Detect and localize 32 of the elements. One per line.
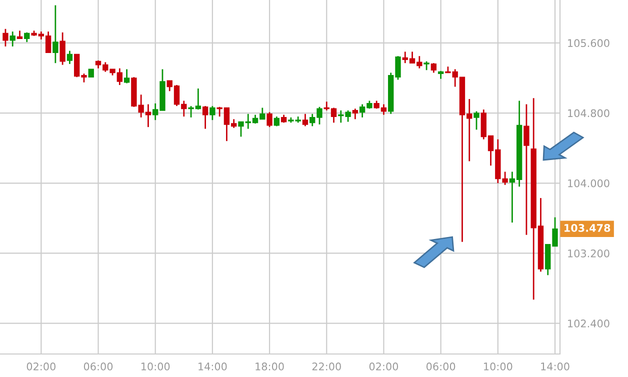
x-tick-label: 22:00 [312, 362, 341, 370]
y-tick-label: 105.600 [568, 39, 610, 48]
x-tick-label: 10:00 [484, 362, 512, 370]
x-tick-label: 18:00 [256, 362, 284, 370]
candlestick [210, 105, 216, 121]
y-tick-label: 102.400 [568, 320, 610, 328]
x-tick-label: 06:00 [84, 362, 113, 370]
y-tick-label: 104.800 [568, 109, 610, 118]
candlestick [352, 108, 358, 120]
candlestick [10, 30, 16, 48]
x-tick-label: 02:00 [369, 362, 398, 370]
candlestick [524, 104, 530, 236]
y-tick-label: 103.200 [568, 249, 610, 258]
candlestick [474, 110, 480, 130]
x-tick-label: 14:00 [198, 362, 227, 370]
candlestick [60, 32, 66, 66]
candlestick [124, 68, 130, 84]
x-tick-label: 10:00 [141, 362, 170, 370]
candlestick [202, 105, 208, 130]
candlestick [2, 28, 8, 48]
candlestick [274, 116, 280, 127]
candlestick [302, 113, 308, 127]
candlestick [52, 4, 58, 64]
x-tick-label: 02:00 [26, 362, 56, 370]
x-tick-label: 06:00 [426, 362, 456, 370]
candlestick [430, 62, 437, 74]
text: 103.478 [564, 224, 610, 232]
x-tick-label: 14:00 [541, 362, 570, 370]
candlestick [266, 111, 272, 128]
y-tick-label: 104.000 [568, 179, 610, 188]
candlestick [24, 32, 30, 43]
candlestick [66, 50, 73, 65]
